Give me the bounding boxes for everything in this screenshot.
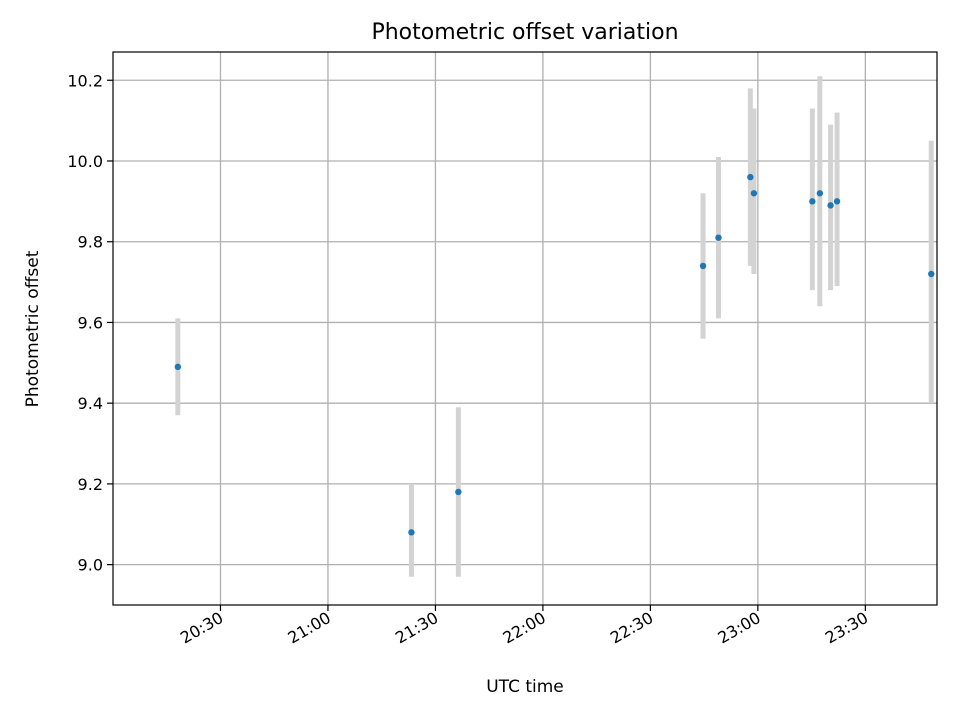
data-point xyxy=(747,173,754,181)
data-point xyxy=(816,190,824,197)
data-point xyxy=(455,488,462,496)
grid xyxy=(113,52,937,605)
y-tick-label: 9.2 xyxy=(78,475,103,494)
data-points xyxy=(174,173,935,536)
y-tick-label: 10.2 xyxy=(67,71,103,90)
chart-title: Photometric offset variation xyxy=(371,20,678,45)
y-tick-label: 9.6 xyxy=(78,313,103,332)
y-tick-label: 10.0 xyxy=(67,152,103,171)
data-point xyxy=(833,198,841,205)
y-tick-label: 9.0 xyxy=(78,556,103,575)
plot-frame xyxy=(112,51,938,606)
data-point xyxy=(715,234,722,241)
data-point xyxy=(750,190,758,197)
y-tick-label: 9.4 xyxy=(78,394,103,413)
y-axis-ticks: 9.0 9.2 9.4 9.6 9.8 10.0 10.2 xyxy=(67,71,113,575)
y-tick-label: 9.8 xyxy=(78,233,103,252)
data-point xyxy=(827,202,834,209)
data-point xyxy=(699,262,707,270)
data-point xyxy=(174,363,182,371)
data-point xyxy=(809,198,816,205)
data-point xyxy=(408,529,415,536)
data-point xyxy=(928,270,935,278)
y-axis-label: Photometric offset xyxy=(23,250,43,407)
x-axis-label: UTC time xyxy=(486,677,564,697)
